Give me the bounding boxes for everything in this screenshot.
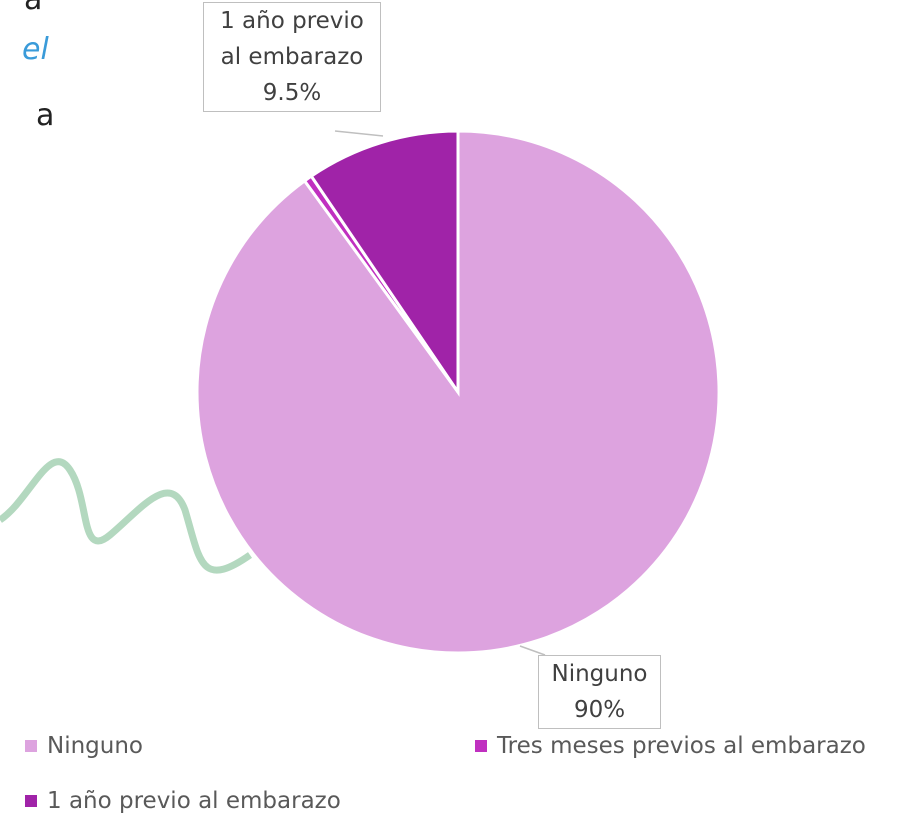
data-label-category: Ninguno [543, 656, 656, 692]
page: a el a Ninguno90%1 año previo al embaraz… [0, 0, 910, 819]
data-label-category: 1 año previo al embarazo [208, 3, 376, 75]
legend-swatch [25, 795, 37, 807]
leader-line [520, 646, 545, 655]
background-text: el [22, 32, 49, 67]
legend-swatch [25, 740, 37, 752]
background-text: a [24, 0, 42, 17]
legend-label: 1 año previo al embarazo [47, 788, 341, 814]
legend-label: Ninguno [47, 733, 143, 759]
chart [0, 0, 910, 819]
data-label-value: 9.5% [208, 75, 376, 111]
data-label-value: 90% [543, 692, 656, 728]
leader-line [335, 131, 383, 136]
background-text: a [36, 98, 54, 133]
legend-label: Tres meses previos al embarazo [497, 733, 866, 759]
legend-item: Ninguno [25, 733, 143, 759]
legend-swatch [475, 740, 487, 752]
legend-item: Tres meses previos al embarazo [475, 733, 866, 759]
legend-item: 1 año previo al embarazo [25, 788, 341, 814]
